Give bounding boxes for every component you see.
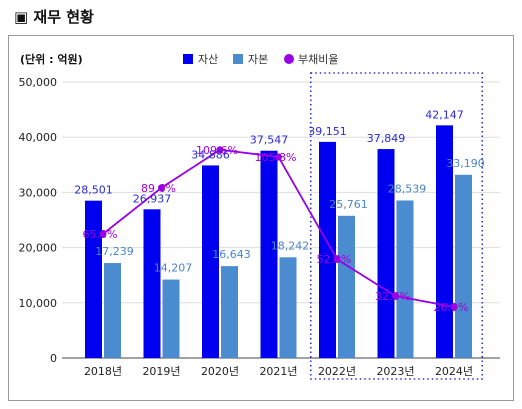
x-tick-label: 2024년 (435, 365, 473, 378)
equity-value-label: 17,239 (95, 245, 134, 258)
ratio-value-label: 26.9% (434, 301, 469, 314)
asset-value-label: 26,937 (133, 192, 172, 205)
bar-asset (319, 141, 336, 358)
bar-asset (143, 209, 161, 358)
ratio-point (275, 153, 282, 161)
chart-frame (8, 35, 514, 401)
legend-swatch-ratio (284, 54, 294, 64)
legend-label-asset: 자산 (198, 53, 218, 66)
ratio-value-label: 109.6% (196, 144, 238, 157)
equity-value-label: 28,539 (388, 182, 427, 195)
y-tick-label: 30,000 (19, 186, 58, 199)
y-tick-label: 50,000 (19, 76, 58, 89)
x-tick-label: 2023년 (376, 365, 414, 378)
ratio-value-label: 52.0% (317, 253, 352, 266)
ratio-point (99, 230, 107, 238)
x-tick-label: 2022년 (318, 365, 356, 378)
asset-value-label: 37,547 (250, 134, 289, 147)
x-tick-label: 2020년 (201, 365, 239, 378)
bar-equity (221, 266, 238, 358)
equity-value-label: 33,190 (446, 157, 485, 170)
ratio-point (333, 255, 341, 263)
x-tick-label: 2019년 (142, 365, 180, 378)
ratio-point (158, 184, 165, 192)
bar-asset (260, 150, 278, 358)
asset-value-label: 28,501 (74, 184, 113, 197)
bar-equity (162, 279, 180, 358)
legend-label-ratio: 부채비율 (298, 53, 338, 66)
equity-value-label: 14,207 (154, 262, 193, 275)
bar-asset (377, 149, 395, 358)
legend-swatch-asset (183, 54, 193, 64)
legend-swatch-equity (233, 54, 243, 64)
y-tick-label: 40,000 (19, 131, 58, 144)
x-tick-label: 2021년 (259, 365, 297, 378)
bar-asset (436, 125, 453, 358)
bar-asset (85, 200, 102, 358)
legend-label-equity: 자본 (248, 53, 268, 66)
bar-equity (104, 263, 121, 358)
bar-equity (396, 200, 414, 358)
x-tick-label: 2018년 (84, 365, 122, 378)
bar-equity (279, 257, 297, 358)
ratio-value-label: 65.3% (83, 228, 118, 241)
asset-value-label: 37,849 (367, 132, 406, 145)
asset-value-label: 34,886 (191, 148, 230, 161)
ratio-point (216, 146, 224, 154)
equity-value-label: 18,242 (271, 239, 310, 252)
equity-value-label: 16,643 (212, 248, 251, 261)
section-heading: ▣ 재무 현황 (14, 8, 94, 26)
asset-value-label: 42,147 (425, 108, 464, 121)
ratio-value-label: 105.8% (255, 151, 297, 164)
bar-asset (202, 165, 219, 358)
ratio-value-label: 89.6% (141, 182, 176, 195)
bar-equity (455, 174, 472, 358)
y-tick-label: 0 (50, 352, 57, 365)
unit-label: (단위 : 억원) (20, 52, 83, 66)
bar-equity (338, 215, 355, 358)
asset-value-label: 39,151 (308, 125, 347, 138)
y-tick-label: 20,000 (19, 242, 58, 255)
y-tick-label: 10,000 (19, 297, 58, 310)
equity-value-label: 25,761 (329, 198, 368, 211)
ratio-value-label: 32.6% (375, 290, 410, 303)
highlight-box (309, 72, 484, 380)
ratio-point (450, 303, 458, 311)
ratio-point (392, 292, 399, 300)
